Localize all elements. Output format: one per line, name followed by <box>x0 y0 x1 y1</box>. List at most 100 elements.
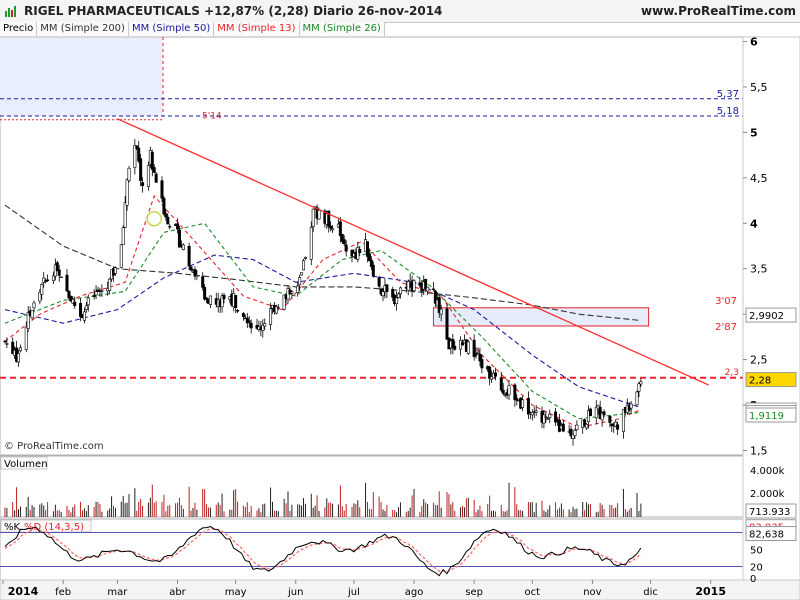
candle-body[interactable] <box>189 266 193 271</box>
candle-body[interactable] <box>234 295 238 309</box>
candle-body[interactable] <box>439 308 443 315</box>
candle-body[interactable] <box>365 241 369 257</box>
candle-body[interactable] <box>30 310 34 319</box>
candle-body[interactable] <box>146 165 150 187</box>
candle-body[interactable] <box>507 385 511 396</box>
candle-body[interactable] <box>478 353 482 362</box>
candle-body[interactable] <box>311 208 315 227</box>
candle-body[interactable] <box>17 353 21 363</box>
candle-body[interactable] <box>474 354 478 356</box>
ma-line-mm-simple-50-[interactable] <box>4 254 642 409</box>
legend-precio[interactable]: Precio <box>0 22 38 36</box>
candle-body[interactable] <box>108 278 112 291</box>
candle-body[interactable] <box>5 343 9 345</box>
candle-body[interactable] <box>340 233 344 242</box>
candle-body[interactable] <box>71 299 75 304</box>
candle-body[interactable] <box>139 158 143 181</box>
candle-body[interactable] <box>542 414 546 424</box>
candle-body[interactable] <box>635 391 639 406</box>
candle-body[interactable] <box>406 281 410 291</box>
candle-body[interactable] <box>141 182 145 186</box>
candle-body[interactable] <box>150 152 154 170</box>
candle-body[interactable] <box>303 256 307 259</box>
candle-body[interactable] <box>493 372 497 377</box>
candle-body[interactable] <box>94 291 98 296</box>
candle-body[interactable] <box>548 413 552 419</box>
candle-body[interactable] <box>513 384 517 400</box>
candle-body[interactable] <box>69 296 73 302</box>
candle-body[interactable] <box>86 297 90 306</box>
candle-body[interactable] <box>276 307 280 309</box>
candle-body[interactable] <box>123 202 127 228</box>
candle-body[interactable] <box>554 411 558 423</box>
candle-body[interactable] <box>282 294 286 310</box>
candle-body[interactable] <box>488 366 492 379</box>
candle-body[interactable] <box>175 223 179 230</box>
candle-body[interactable] <box>426 286 430 292</box>
candle-body[interactable] <box>398 287 402 295</box>
candle-body[interactable] <box>263 323 267 327</box>
candle-body[interactable] <box>162 197 166 215</box>
candle-body[interactable] <box>164 213 168 218</box>
candle-body[interactable] <box>44 280 48 282</box>
candle-body[interactable] <box>424 278 428 290</box>
candle-body[interactable] <box>300 272 304 276</box>
legend-mm50[interactable]: MM (Simple 50) <box>128 22 215 36</box>
candle-body[interactable] <box>100 290 104 292</box>
candle-body[interactable] <box>451 338 455 348</box>
candle-body[interactable] <box>575 424 579 431</box>
candle-body[interactable] <box>51 275 55 282</box>
candle-body[interactable] <box>327 210 331 227</box>
candle-body[interactable] <box>453 345 457 350</box>
candle-body[interactable] <box>391 289 395 298</box>
candle-body[interactable] <box>637 383 641 392</box>
candle-body[interactable] <box>476 352 480 355</box>
candle-body[interactable] <box>437 297 441 314</box>
legend-mm13[interactable]: MM (Simple 13) <box>214 22 300 36</box>
candle-body[interactable] <box>472 339 476 357</box>
candle-body[interactable] <box>302 260 306 271</box>
candle-body[interactable] <box>367 253 371 262</box>
candle-body[interactable] <box>621 409 625 432</box>
candle-body[interactable] <box>639 381 643 385</box>
candle-body[interactable] <box>385 284 389 292</box>
candle-body[interactable] <box>133 145 137 168</box>
candle-body[interactable] <box>177 229 181 248</box>
trendline[interactable] <box>117 118 710 386</box>
candle-body[interactable] <box>11 341 15 354</box>
candle-body[interactable] <box>236 310 240 312</box>
candle-body[interactable] <box>501 389 505 394</box>
legend-mm200[interactable]: MM (Simple 200) <box>37 22 129 36</box>
candle-body[interactable] <box>629 403 633 409</box>
candle-body[interactable] <box>187 245 191 267</box>
candle-body[interactable] <box>119 244 123 268</box>
candle-body[interactable] <box>480 359 484 369</box>
candle-body[interactable] <box>381 291 385 297</box>
candle-body[interactable] <box>160 180 164 199</box>
site-url[interactable]: www.ProRealTime.com <box>641 4 796 18</box>
candle-body[interactable] <box>245 317 249 324</box>
candle-body[interactable] <box>166 216 170 225</box>
candle-body[interactable] <box>356 247 360 260</box>
candle-body[interactable] <box>67 290 71 299</box>
candle-body[interactable] <box>397 293 401 298</box>
stoch-d-line[interactable] <box>4 528 642 573</box>
candle-body[interactable] <box>466 341 470 354</box>
candle-body[interactable] <box>125 179 129 206</box>
candle-body[interactable] <box>205 297 209 300</box>
candle-body[interactable] <box>193 269 197 277</box>
candle-body[interactable] <box>24 326 28 350</box>
candle-body[interactable] <box>445 308 449 340</box>
candle-body[interactable] <box>395 297 399 304</box>
candle-body[interactable] <box>84 305 88 310</box>
candle-body[interactable] <box>585 424 589 429</box>
candle-body[interactable] <box>317 210 321 220</box>
legend-mm26[interactable]: MM (Simple 26) <box>299 22 385 36</box>
candle-body[interactable] <box>614 421 618 427</box>
candle-body[interactable] <box>38 292 42 302</box>
candle-body[interactable] <box>220 295 224 308</box>
candle-body[interactable] <box>55 262 59 272</box>
candle-body[interactable] <box>121 227 125 246</box>
candle-body[interactable] <box>201 276 205 288</box>
candle-body[interactable] <box>588 408 592 416</box>
